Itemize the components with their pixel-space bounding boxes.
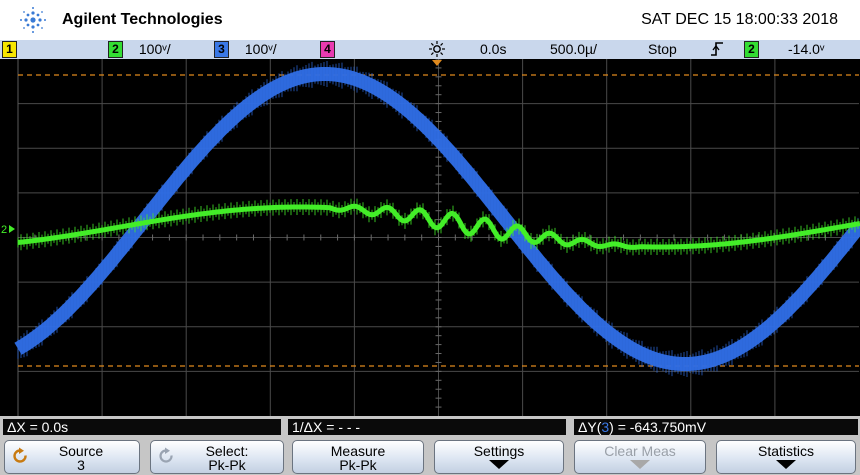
select-value: Pk-Pk [208,457,246,473]
ch2-noise [17,198,859,256]
agilent-spark-icon [20,7,46,33]
status-bar: 1 2 100ᵛ/ 3 100ᵛ/ 4 0.0s 500.0µ/ Stop 2 [0,40,860,59]
inverse-delta-x-readout: 1/ΔX = - - - [288,419,566,435]
measure-label: Measure [330,443,386,459]
channel-3-badge: 3 [214,41,229,58]
waveform-display[interactable]: 2 [0,59,860,416]
channel-4-badge: 4 [320,41,335,58]
settings-softkey[interactable]: Settings [434,440,564,474]
ch2-ground-marker: 2 [1,224,7,236]
timebase-value[interactable]: 500.0µ/ [550,41,597,57]
channel-1-indicator[interactable]: 1 [2,41,17,58]
settings-label: Settings [473,443,525,459]
channel-4-indicator[interactable]: 4 [320,41,335,58]
delta-y-readout: ΔY(3) = -643.750mV [574,419,858,435]
run-state: Stop [648,41,677,57]
submenu-arrow-icon [630,460,650,469]
delta-y-channel: 3 [601,419,610,435]
clear-meas-label: Clear Meas [604,443,676,459]
delay-knob-icon [428,40,446,57]
softkey-bar: Source 3 Select: Pk-Pk Measure Pk-Pk Set… [0,438,860,475]
rotate-knob-icon [159,447,173,463]
ch2-ground-arrow [9,225,15,233]
traces [13,61,860,377]
channel-3-scale: 100ᵛ/ [244,41,277,57]
graticule [17,59,859,416]
statistics-softkey[interactable]: Statistics [716,440,856,474]
select-label: Select: [205,443,249,459]
channel-2-badge: 2 [108,41,123,58]
submenu-arrow-icon [776,460,796,469]
source-label: Source [58,443,104,459]
trigger-source-badge: 2 [744,41,759,58]
date-time: SAT DEC 15 18:00:33 2018 [641,11,838,28]
trigger-source[interactable]: 2 [744,41,759,58]
measure-value: Pk-Pk [339,457,377,473]
measure-softkey[interactable]: Measure Pk-Pk [292,440,424,474]
ch3-noise [17,61,859,377]
statistics-label: Statistics [757,443,814,459]
channel-2-indicator[interactable]: 2 100ᵛ/ [108,41,171,58]
delay-value[interactable]: 0.0s [480,41,507,57]
trigger-level[interactable]: -14.0ᵛ [788,41,825,57]
channel-1-badge: 1 [2,41,17,58]
submenu-arrow-icon [489,460,509,469]
waveform-canvas: 2 [1,59,860,416]
trigger-position-marker [432,60,442,66]
delta-x-readout: ΔX = 0.0s [3,419,281,435]
select-softkey[interactable]: Select: Pk-Pk [150,440,284,474]
delta-y-prefix: ΔY( [578,419,602,435]
clear-meas-softkey[interactable]: Clear Meas [574,440,706,474]
rotate-knob-icon [13,447,27,463]
rising-edge-icon [710,40,724,57]
delta-y-value: ) = -643.750mV [609,419,707,435]
markers: 2 [1,60,442,236]
source-softkey[interactable]: Source 3 [4,440,140,474]
channel-2-scale: 100ᵛ/ [138,41,171,57]
source-value: 3 [77,457,85,473]
cursor-readout-bar: ΔX = 0.0s 1/ΔX = - - - ΔY(3) = -643.750m… [0,416,860,438]
brand-name: Agilent Technologies [62,11,223,28]
channel-3-indicator[interactable]: 3 100ᵛ/ [214,41,277,58]
title-bar: Agilent Technologies SAT DEC 15 18:00:33… [0,0,860,40]
